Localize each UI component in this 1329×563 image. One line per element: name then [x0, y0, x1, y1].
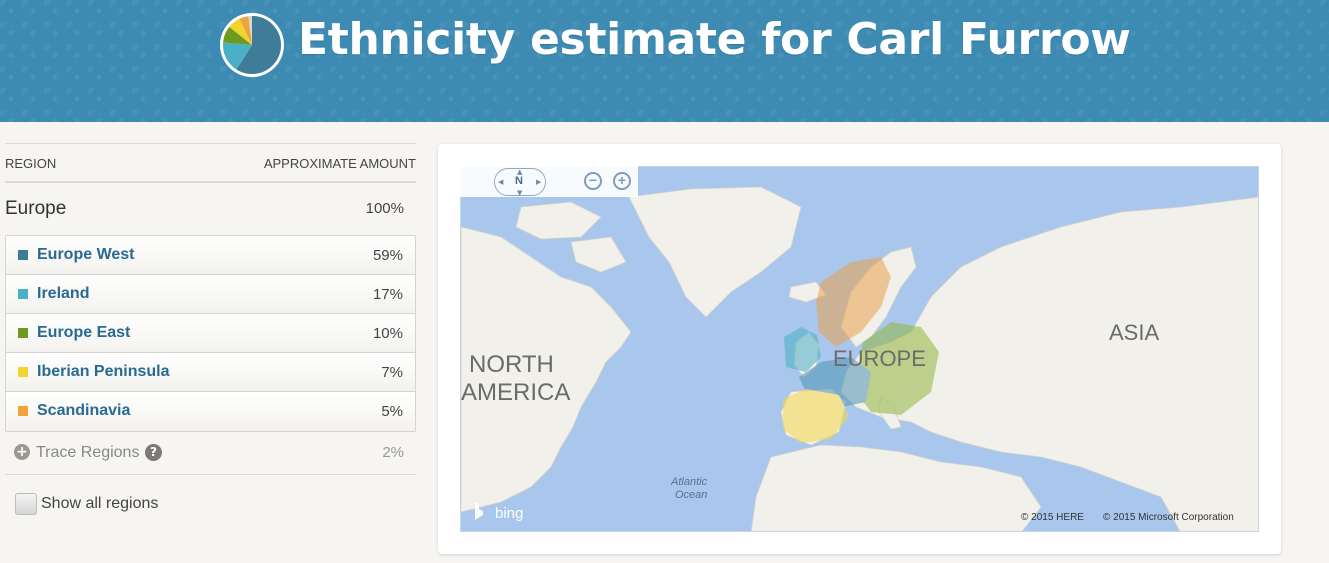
region-row-ireland[interactable]: Ireland 17%	[6, 275, 415, 314]
trace-regions-percent: 2%	[382, 444, 404, 461]
region-list: Europe West 59% Ireland 17% Europe East …	[5, 235, 416, 432]
region-map[interactable]: NORTH AMERICA EUROPE ASIA Atlantic Ocean…	[460, 166, 1259, 532]
pie-chart-icon	[220, 13, 284, 77]
zoom-out-icon[interactable]: −	[584, 172, 602, 190]
map-label-ocean-2: Ocean	[675, 489, 707, 501]
region-group-name: Europe	[5, 198, 67, 219]
region-percent: 7%	[381, 364, 403, 381]
show-all-label[interactable]: Show all regions	[41, 495, 159, 512]
pan-right-icon[interactable]: ▶	[536, 178, 542, 186]
region-percent: 59%	[372, 247, 403, 264]
region-link[interactable]: Europe East	[37, 324, 131, 341]
trace-regions-label[interactable]: Trace Regions	[36, 444, 140, 461]
pan-down-icon[interactable]: ▼	[517, 189, 523, 197]
trace-regions-row[interactable]: + Trace Regions ? 2%	[5, 432, 416, 475]
region-link[interactable]: Iberian Peninsula	[37, 363, 170, 380]
color-swatch	[18, 328, 28, 338]
region-group-percent: 100%	[365, 200, 404, 217]
compass-north-label: N	[515, 175, 523, 187]
map-controls: ▲ ▼ ◀ ▶ N − +	[460, 166, 638, 197]
region-percent: 17%	[372, 286, 403, 303]
table-header: REGION APPROXIMATE AMOUNT	[5, 143, 416, 183]
amount-column-header: APPROXIMATE AMOUNT	[263, 156, 416, 171]
copyright-microsoft: © 2015 Microsoft Corporation	[1103, 512, 1234, 523]
color-swatch	[18, 406, 28, 416]
color-swatch	[18, 367, 28, 377]
map-label-north: NORTH	[469, 351, 554, 378]
map-label-asia: ASIA	[1109, 320, 1159, 345]
map-label-america: AMERICA	[461, 379, 570, 406]
region-link[interactable]: Ireland	[37, 285, 90, 302]
region-link[interactable]: Scandinavia	[37, 402, 131, 419]
bing-logo-icon	[475, 502, 483, 520]
map-label-europe: EUROPE	[833, 346, 926, 371]
zoom-in-icon[interactable]: +	[613, 172, 631, 190]
region-percent: 10%	[372, 325, 403, 342]
expand-plus-icon[interactable]: +	[14, 444, 30, 460]
copyright-here: © 2015 HERE	[1021, 512, 1084, 523]
region-link[interactable]: Europe West	[37, 246, 135, 263]
region-row-europe-east[interactable]: Europe East 10%	[6, 314, 415, 353]
pan-left-icon[interactable]: ◀	[498, 178, 504, 186]
page-title: Ethnicity estimate for Carl Furrow	[298, 14, 1131, 65]
color-swatch	[18, 250, 28, 260]
region-row-europe-west[interactable]: Europe West 59%	[6, 236, 415, 275]
region-row-iberian-peninsula[interactable]: Iberian Peninsula 7%	[6, 353, 415, 392]
help-question-icon[interactable]: ?	[145, 444, 162, 461]
pan-up-icon[interactable]: ▲	[517, 168, 523, 176]
compass-control[interactable]: ▲ ▼ ◀ ▶ N	[494, 168, 546, 197]
region-column-header: REGION	[5, 156, 57, 171]
region-row-scandinavia[interactable]: Scandinavia 5%	[6, 392, 415, 431]
region-percent: 5%	[381, 403, 403, 420]
show-all-checkbox[interactable]	[15, 493, 37, 515]
map-label-ocean-1: Atlantic	[670, 476, 708, 488]
color-swatch	[18, 289, 28, 299]
ethnicity-table: REGION APPROXIMATE AMOUNT Europe 100% Eu…	[5, 143, 416, 515]
bing-brand: bing	[495, 505, 523, 522]
region-group-europe: Europe 100%	[5, 183, 416, 235]
page-header: Ethnicity estimate for Carl Furrow	[0, 0, 1329, 122]
